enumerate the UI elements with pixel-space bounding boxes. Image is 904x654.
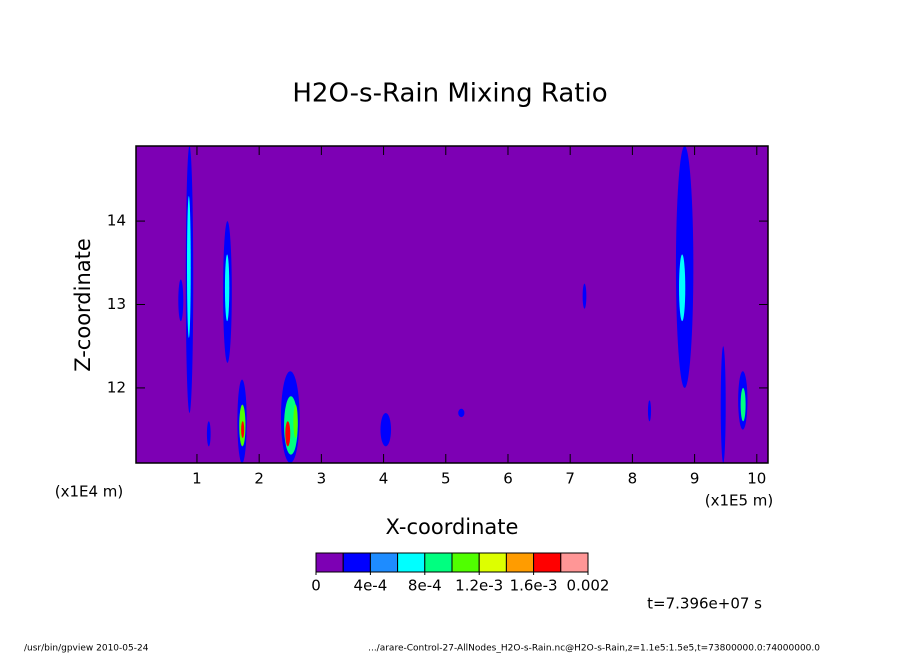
x-tick-label: 10 xyxy=(747,470,766,488)
colorbar-cell xyxy=(424,552,453,573)
colorbar-label: 1.6e-3 xyxy=(510,577,558,595)
colorbar-label: 4e-4 xyxy=(354,577,388,595)
contour-patch xyxy=(675,146,694,388)
y-unit: (x1E4 m) xyxy=(55,483,124,501)
contour-patch xyxy=(206,421,211,447)
y-tick-label: 14 xyxy=(107,212,126,230)
chart-title: H2O-s-Rain Mixing Ratio xyxy=(292,79,607,109)
colorbar-cell xyxy=(505,552,535,573)
contour-patch xyxy=(285,421,291,447)
contour-patch xyxy=(740,387,746,422)
contour-patch xyxy=(679,254,686,322)
colorbar-label: 8e-4 xyxy=(408,577,442,595)
colorbar-cell xyxy=(560,552,589,573)
x-axis-label: X-coordinate xyxy=(386,515,519,539)
x-tick-label: 8 xyxy=(628,470,638,488)
colorbar-cell xyxy=(478,552,507,573)
footer-right: .../arare-Control-27-AllNodes_H2O-s-Rain… xyxy=(368,644,820,654)
colorbar-cell xyxy=(451,552,480,573)
time-annotation: t=7.396e+07 s xyxy=(647,595,762,613)
plot-area xyxy=(136,146,768,463)
x-tick-label: 1 xyxy=(192,470,202,488)
x-tick-label: 6 xyxy=(503,470,513,488)
x-tick-label: 3 xyxy=(317,470,327,488)
footer-left: /usr/bin/gpview 2010-05-24 xyxy=(24,644,149,654)
y-tick-label: 13 xyxy=(107,295,126,313)
contour-patch xyxy=(582,283,587,309)
contour-patch xyxy=(380,412,392,447)
colorbar-label: 0 xyxy=(311,577,321,595)
x-tick-label: 9 xyxy=(690,470,700,488)
x-tick-label: 5 xyxy=(441,470,451,488)
colorbar-cell xyxy=(533,552,562,573)
contour-patch xyxy=(647,400,652,422)
colorbar-cell xyxy=(397,552,426,573)
contour-patch xyxy=(178,279,184,322)
x-tick-label: 7 xyxy=(565,470,575,488)
x-unit: (x1E5 m) xyxy=(705,492,774,510)
y-axis-label: Z-coordinate xyxy=(71,238,95,372)
x-tick-label: 2 xyxy=(254,470,264,488)
contour-patch xyxy=(720,346,726,463)
contour-patch xyxy=(241,421,245,438)
colorbar-label: 0.002 xyxy=(567,577,610,595)
colorbar-cell xyxy=(342,552,371,573)
contour-patch xyxy=(293,404,298,438)
y-tick-label: 12 xyxy=(107,378,126,396)
colorbar-cell xyxy=(315,552,344,573)
x-tick-label: 4 xyxy=(379,470,389,488)
contour-patch xyxy=(224,254,230,322)
colorbar-label: 1.2e-3 xyxy=(455,577,503,595)
contour-patch xyxy=(187,196,191,338)
contour-patch xyxy=(458,408,465,418)
colorbar-cell xyxy=(369,552,399,573)
